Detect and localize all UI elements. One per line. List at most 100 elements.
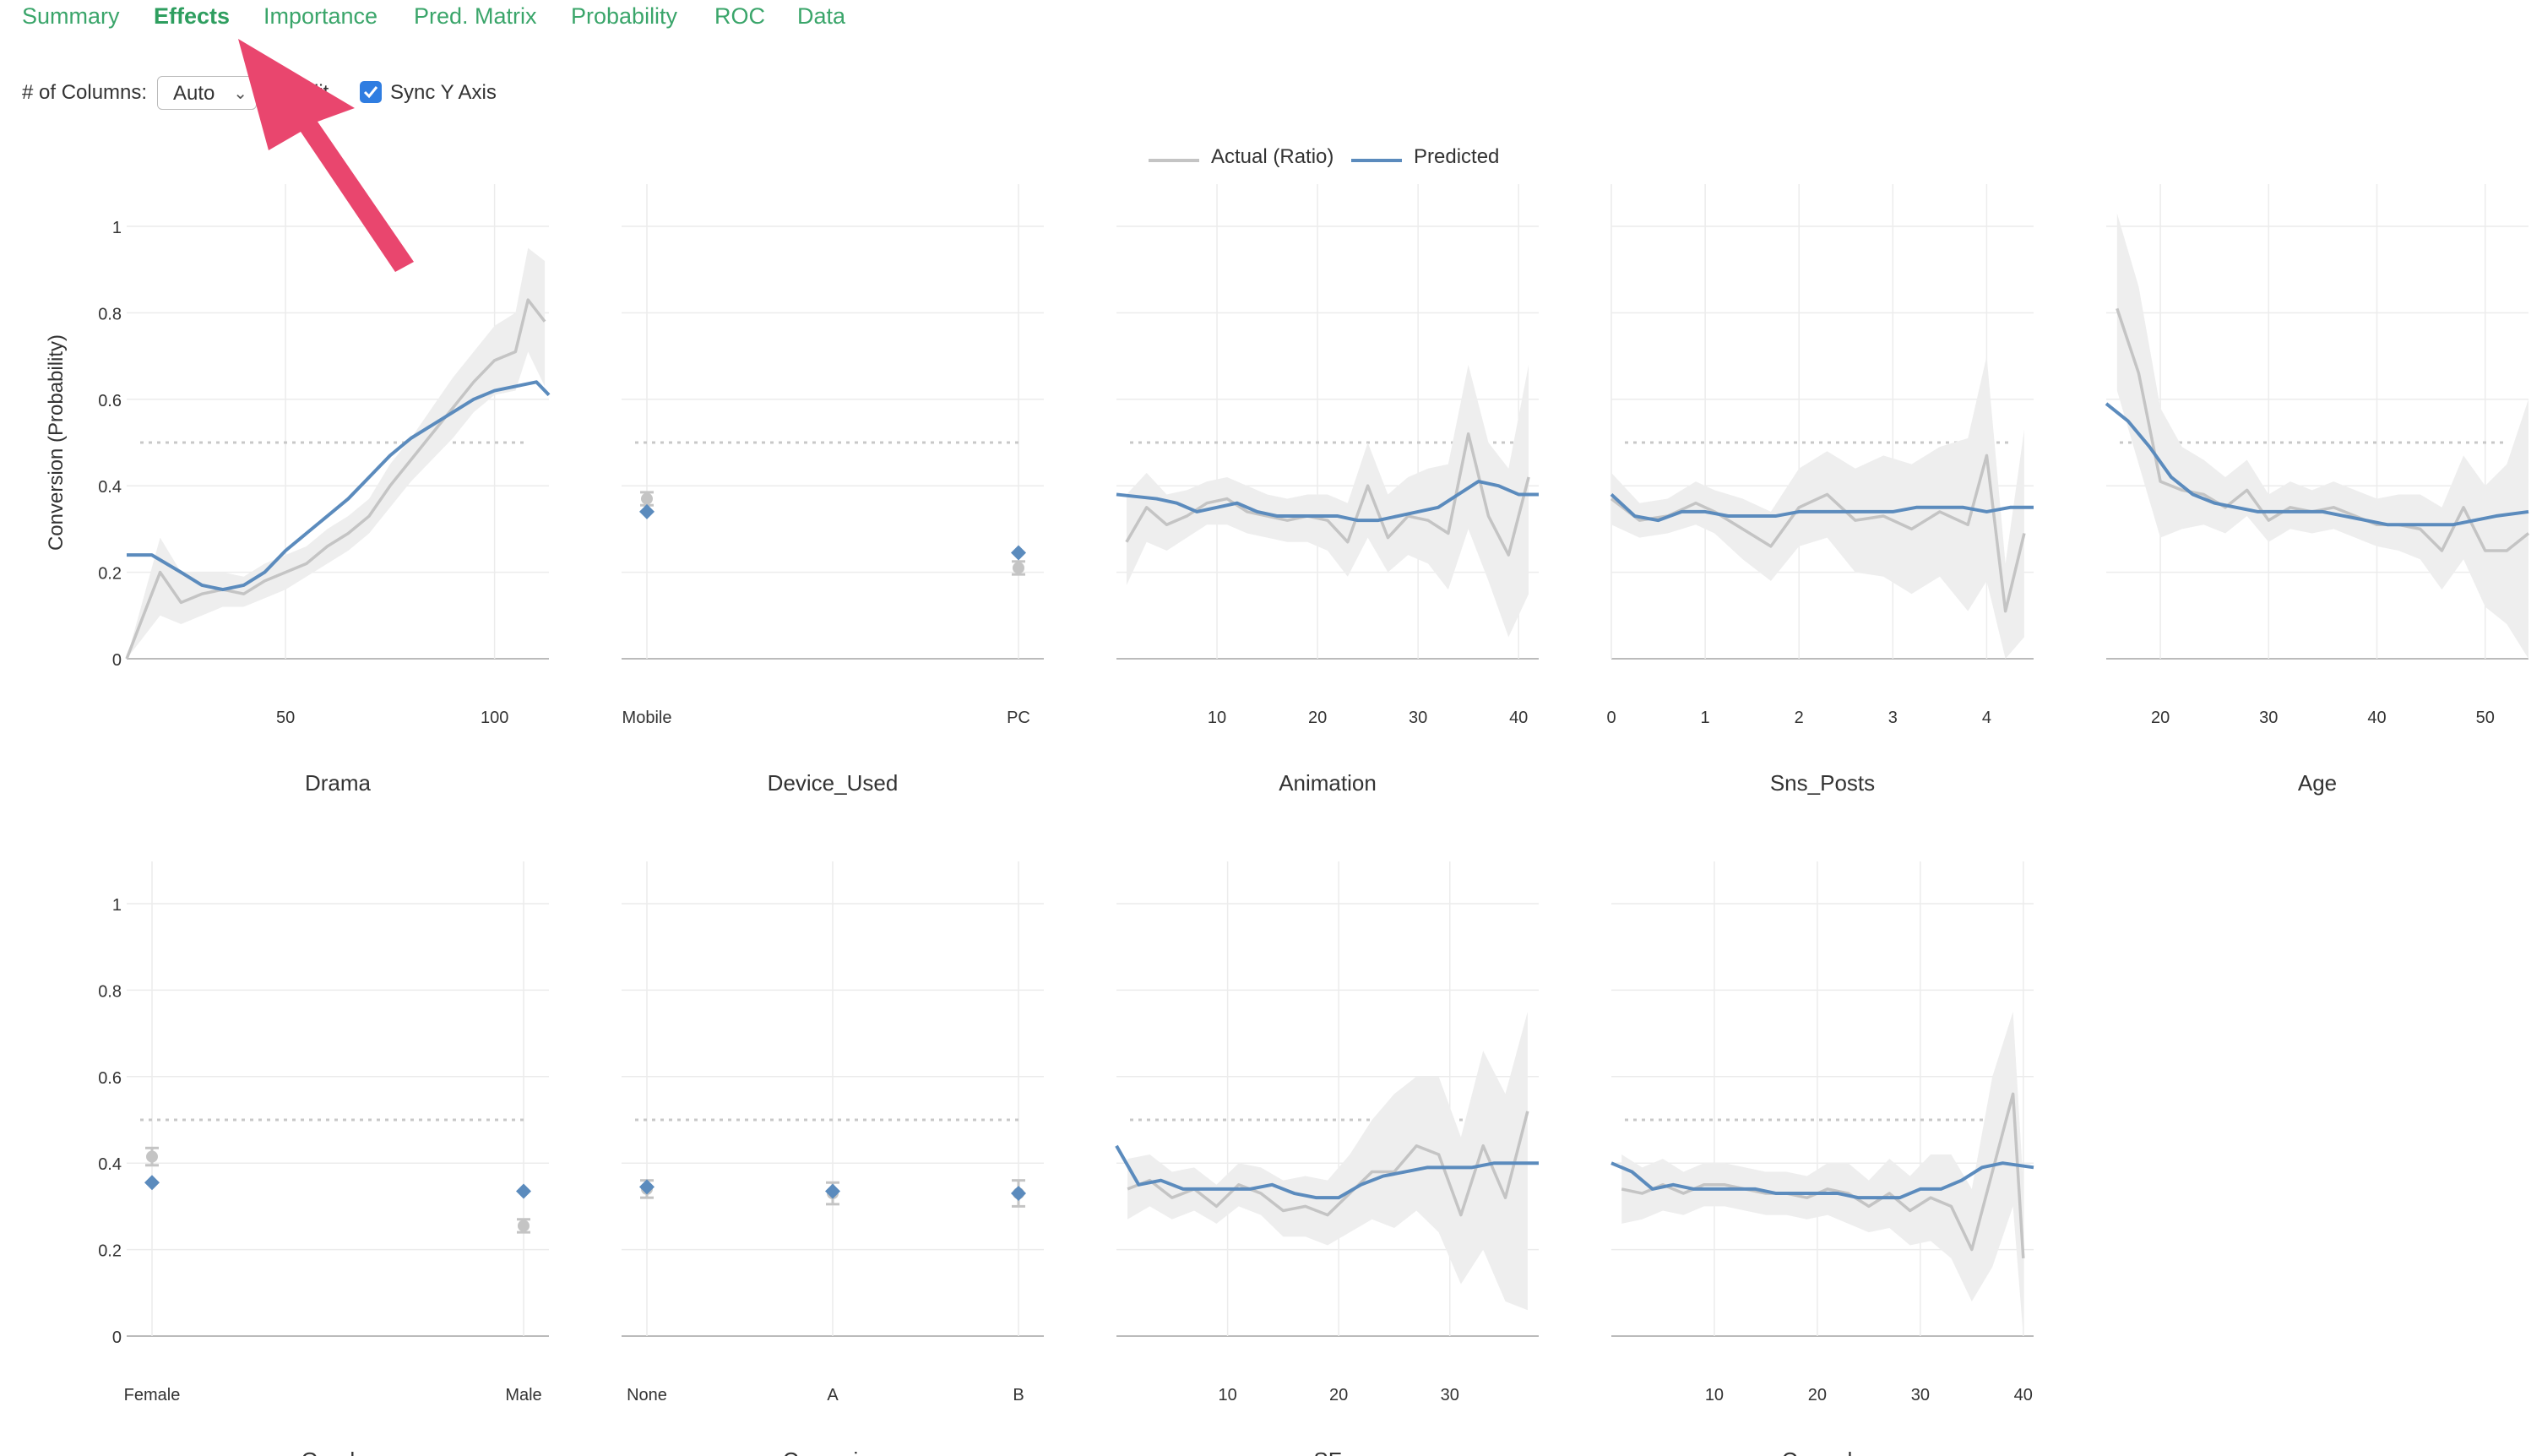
chart-legend: Actual (Ratio) Predicted [1149,145,1545,174]
predicted-line [1115,1144,1539,1200]
predicted-line [127,380,551,592]
y-tick-label: 0.4 [98,1155,122,1174]
x-tick-label: 2 [1795,709,1804,727]
actual-point [1013,562,1024,574]
x-tick-label: 40 [2367,709,2386,727]
x-tick-label: 4 [1982,709,1991,727]
confidence-band [1126,364,1529,638]
x-tick-label: 3 [1888,709,1898,727]
y-tick-label: 0.2 [98,565,122,584]
actual-line [1610,454,2026,613]
legend-swatch-actual [1149,159,1199,162]
confidence-band [127,247,546,659]
y-tick-label: 1 [112,219,122,237]
tab-roc[interactable]: ROC [714,3,765,29]
x-axis-label: Campaign [783,1448,883,1456]
x-tick-label: 1 [1701,709,1710,727]
tab-data[interactable]: Data [797,3,846,29]
x-tick-label: 20 [1329,1386,1348,1404]
tab-pred-matrix[interactable]: Pred. Matrix [414,3,537,29]
x-tick-label: 10 [1208,709,1226,727]
effect-panel-comedy: Comedy 10 20 30 40 [1610,861,2034,1456]
x-tick-label: A [827,1386,839,1404]
predicted-point [1011,1186,1026,1202]
x-axis-label: Sns_Posts [1770,770,1875,796]
tab-summary[interactable]: Summary [22,3,120,29]
effect-panel-drama: 0 0.2 0.4 0.6 0.8 1 Conversion (Probability) Dr… [45,184,551,796]
actual-point [146,1150,158,1163]
x-tick-label: 30 [2259,709,2278,727]
predicted-line [1610,492,2034,523]
y-tick-label: 0.6 [98,1069,122,1088]
predicted-point [825,1183,840,1199]
x-tick-label: 50 [2476,709,2495,727]
legend-label-predicted: Predicted [1414,145,1500,168]
y-tick-label: 0.8 [98,305,122,323]
predicted-point [639,1179,655,1195]
x-tick-label: None [627,1386,667,1404]
x-tick-label: B [1013,1386,1024,1404]
x-tick-label: Male [505,1386,541,1404]
effect-panel-campaign: Campaign None A B [622,861,1044,1456]
predicted-line [1116,480,1539,523]
x-tick-label: 40 [1509,709,1528,727]
legend-swatch-predicted [1351,159,1402,162]
confidence-band [1127,1012,1528,1311]
actual-point [641,492,653,505]
confidence-band [1611,356,2024,659]
x-tick-label: 20 [1808,1386,1827,1404]
x-tick-label: 30 [1441,1386,1459,1404]
x-axis-label: Gender [301,1448,375,1456]
effect-panel-sns_posts: Sns_Posts 0 1 2 3 4 [1606,184,2034,796]
y-tick-label: 0 [112,1328,122,1347]
tab-importance[interactable]: Importance [263,3,378,29]
predicted-line [2105,402,2529,527]
y-tick-label: 0.6 [98,392,122,410]
predicted-point [639,503,655,519]
x-tick-label: Female [124,1386,181,1404]
columns-label: # of Columns: [22,81,148,104]
predicted-point [144,1175,160,1191]
x-tick-label: 30 [1911,1386,1930,1404]
legend-label-actual: Actual (Ratio) [1211,145,1334,168]
effect-panel-gender: 0 0.2 0.4 0.6 0.8 1 Gender Female Male [98,861,549,1456]
y-axis-label: Conversion (Probability) [45,334,68,551]
tab-probability[interactable]: Probability [571,3,678,29]
x-axis-label: SF [1313,1448,1341,1456]
y-tick-label: 0.8 [98,982,122,1001]
effect-panel-sf: SF 10 20 30 [1115,861,1539,1456]
y-tick-label: 0 [112,651,122,670]
x-tick-label: 0 [1606,709,1616,727]
x-axis-label: Drama [305,770,372,796]
x-tick-label: 10 [1218,1386,1236,1404]
predicted-point [516,1183,531,1199]
x-tick-label: 30 [1409,709,1427,727]
effect-panel-age: Age 20 30 40 50 [2105,184,2530,796]
confidence-band [1621,1012,2023,1336]
y-tick-label: 0.4 [98,478,122,497]
columns-value: Auto [173,82,215,105]
x-axis-label: Age [2298,770,2337,796]
y-tick-label: 1 [112,896,122,915]
tab-bar: Summary Effects Importance Pred. Matrix … [0,0,2542,42]
x-tick-label: 20 [2151,709,2170,727]
x-tick-label: PC [1007,709,1030,727]
x-axis-label: Device_Used [768,770,899,796]
effect-panel-animation: Animation 10 20 30 40 [1116,184,1539,796]
actual-line [2116,307,2530,552]
x-tick-label: 100 [481,709,508,727]
y-tick-label: 0.2 [98,1242,122,1261]
x-axis-label: Animation [1279,770,1377,796]
x-tick-label: 50 [276,709,295,727]
confidence-band [2116,213,2528,659]
tab-effects[interactable]: Effects [154,3,231,29]
predicted-point [1011,545,1026,561]
actual-line [125,298,546,660]
x-tick-label: 40 [2014,1386,2033,1404]
x-axis-label: Comedy [1782,1448,1864,1456]
x-tick-label: Mobile [622,709,672,727]
x-tick-label: 20 [1308,709,1327,727]
effect-panel-device_used: Device_Used Mobile PC [622,184,1044,796]
predicted-line [1610,1161,2034,1200]
